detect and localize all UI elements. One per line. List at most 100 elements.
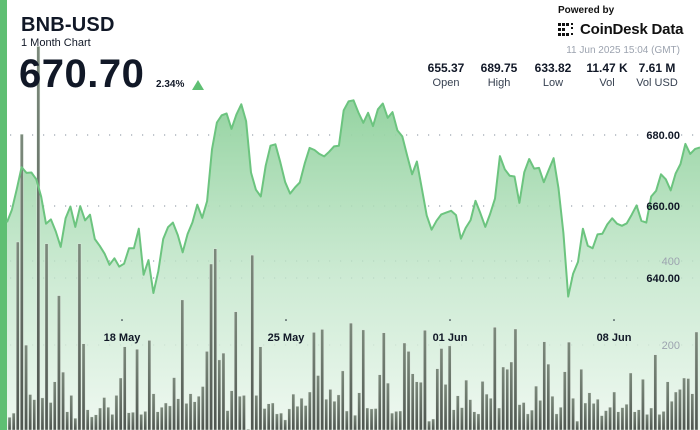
volume-bar <box>271 402 275 430</box>
volume-bar <box>530 409 534 430</box>
volume-bar <box>468 399 473 430</box>
volume-bar <box>526 413 530 430</box>
volume-bar <box>579 369 584 430</box>
y-label-680: 680.00 <box>646 130 680 142</box>
volume-bar <box>69 395 73 430</box>
volume-bar <box>357 392 361 430</box>
volume-bar <box>674 391 678 430</box>
volume-bar <box>513 328 518 430</box>
coindesk-logo-icon <box>558 22 573 36</box>
volume-bar <box>341 370 345 430</box>
volume-bar <box>16 241 20 430</box>
volume-bar <box>94 414 98 430</box>
volume-bar <box>205 351 209 430</box>
x-label-25-may: 25 May <box>268 332 306 344</box>
x-label-01-jun: 01 Jun <box>433 332 468 344</box>
volume-bar <box>118 377 123 430</box>
volume-bar <box>266 403 271 430</box>
x-label-18-may: 18 May <box>104 332 142 344</box>
volume-bar <box>242 395 246 430</box>
volume-bar <box>44 243 49 430</box>
volume-bar <box>361 329 366 430</box>
stat-value: 655.37 <box>427 61 465 75</box>
volume-bar <box>122 346 127 430</box>
accent-bar <box>0 0 7 430</box>
volume-bar <box>670 401 674 430</box>
volume-bar <box>316 375 320 430</box>
volume-bar <box>431 418 435 430</box>
volume-bar <box>57 295 61 430</box>
volume-bar <box>567 341 571 430</box>
x-label-08-jun: 08 Jun <box>597 332 632 344</box>
volume-bar <box>159 407 164 430</box>
volume-bar <box>291 393 296 430</box>
volume-bar <box>196 396 201 430</box>
volume-bar <box>554 413 559 430</box>
volume-bar <box>382 332 386 430</box>
volume-bar <box>386 382 390 430</box>
volume-bar <box>682 377 686 430</box>
volume-bar <box>542 341 547 430</box>
volume-bar <box>661 411 666 430</box>
x-tick-mark <box>613 319 615 321</box>
volume-bar <box>295 406 300 430</box>
volume-bar <box>250 254 254 430</box>
volume-bar <box>201 386 205 430</box>
volume-bar <box>402 342 407 430</box>
volume-bar <box>394 411 398 430</box>
volume-bar <box>98 407 102 430</box>
volume-bar <box>452 409 456 430</box>
volume-bar <box>534 385 538 430</box>
volume-bar <box>369 408 374 430</box>
volume-bar <box>127 412 131 430</box>
volume-bar <box>624 404 629 430</box>
volume-bar <box>365 407 370 430</box>
y-label-660: 660.00 <box>646 201 680 213</box>
volume-bar <box>410 373 415 430</box>
volume-bar <box>81 343 86 430</box>
volume-bar <box>563 371 567 430</box>
volume-bar <box>559 407 563 430</box>
volume-bar <box>172 377 176 430</box>
volume-bar <box>61 371 65 430</box>
volume-bar <box>332 401 337 430</box>
volume-bar <box>328 389 333 430</box>
y-axis-labels: 680.00 660.00 640.00 400 200 <box>646 130 680 352</box>
coindesk-logo: CoinDesk Data <box>557 21 683 38</box>
volume-bar <box>225 410 230 430</box>
volume-bar <box>521 402 526 430</box>
volume-bar <box>229 390 234 430</box>
volume-bar <box>501 366 505 430</box>
volume-bar <box>493 327 497 430</box>
volume-bar <box>443 384 448 430</box>
stat-label: Vol USD <box>636 77 678 89</box>
volume-bar <box>254 395 259 430</box>
volume-bar <box>217 359 222 430</box>
volume-bar <box>620 407 625 430</box>
ticker-symbol: BNB-USD <box>21 14 115 36</box>
volume-bar <box>180 299 185 430</box>
volume-bar <box>517 404 522 430</box>
volume-bar <box>583 402 588 430</box>
volume-bar <box>419 382 423 430</box>
price-line <box>6 99 700 298</box>
volume-bar <box>155 411 160 430</box>
volume-bar <box>390 412 394 430</box>
volume-bar <box>464 379 468 430</box>
volume-bar <box>447 345 452 430</box>
stat-high: 689.75 High <box>472 61 526 89</box>
volume-bar <box>65 411 69 430</box>
volume-bar <box>353 415 357 430</box>
stat-value: 11.47 K <box>586 61 628 75</box>
volume-bar <box>299 398 304 430</box>
volume-bar <box>106 407 110 430</box>
volume-bar <box>694 331 699 430</box>
volume-bar <box>28 394 32 430</box>
volume-bar <box>308 391 312 430</box>
volume-bar <box>114 395 119 430</box>
volume-bar <box>279 412 283 430</box>
volume-bar <box>77 243 82 430</box>
volume-bar <box>600 415 604 430</box>
volume-bar <box>40 397 45 430</box>
